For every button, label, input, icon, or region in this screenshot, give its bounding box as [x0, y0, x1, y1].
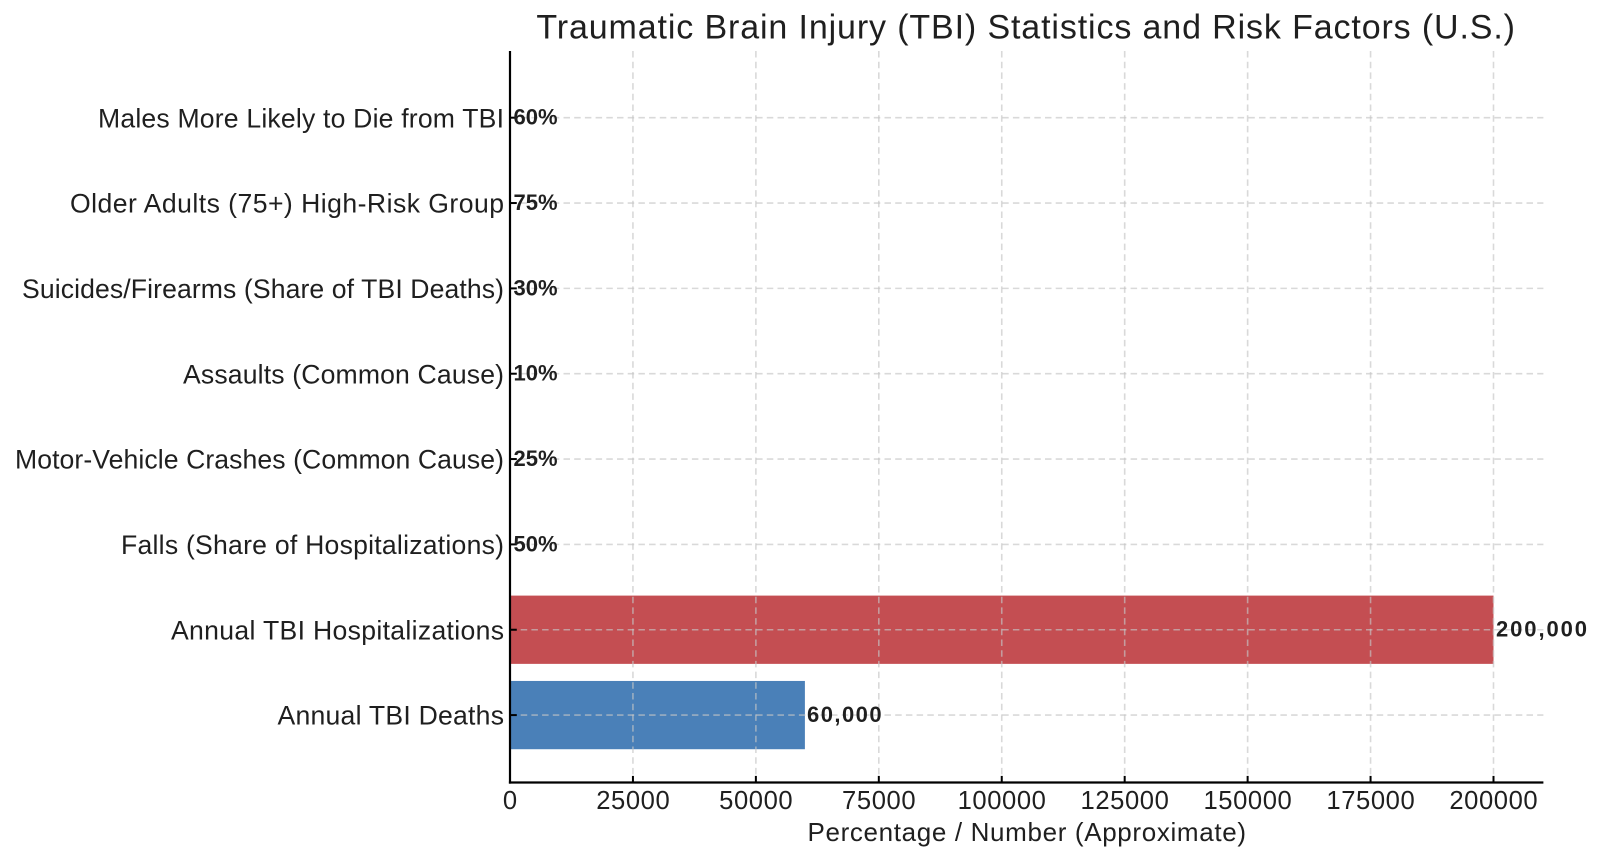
- svg-text:Motor-Vehicle Crashes (Common: Motor-Vehicle Crashes (Common Cause): [15, 445, 504, 475]
- svg-text:60,000: 60,000: [807, 702, 882, 727]
- svg-text:175000: 175000: [1326, 787, 1414, 815]
- svg-text:100000: 100000: [958, 787, 1046, 815]
- svg-text:200,000: 200,000: [1496, 617, 1587, 642]
- svg-text:75%: 75%: [514, 190, 558, 215]
- svg-text:50000: 50000: [719, 787, 793, 815]
- svg-text:Annual TBI Hospitalizations: Annual TBI Hospitalizations: [171, 615, 504, 645]
- svg-text:200000: 200000: [1449, 787, 1537, 815]
- svg-text:150000: 150000: [1203, 787, 1291, 815]
- svg-text:25%: 25%: [514, 446, 558, 471]
- svg-text:Older Adults (75+) High-Risk G: Older Adults (75+) High-Risk Group: [70, 189, 504, 219]
- svg-text:Percentage / Number (Approxima: Percentage / Number (Approximate): [808, 817, 1247, 847]
- svg-text:10%: 10%: [514, 361, 558, 386]
- svg-text:25000: 25000: [596, 787, 670, 815]
- svg-text:Traumatic Brain Injury (TBI) S: Traumatic Brain Injury (TBI) Statistics …: [536, 9, 1515, 47]
- svg-text:Suicides/Firearms (Share of TB: Suicides/Firearms (Share of TBI Deaths): [22, 274, 504, 304]
- svg-text:Males More Likely to Die from: Males More Likely to Die from TBI: [98, 103, 504, 133]
- svg-text:50%: 50%: [514, 531, 558, 556]
- svg-text:60%: 60%: [514, 105, 558, 130]
- svg-text:75000: 75000: [842, 787, 916, 815]
- svg-text:30%: 30%: [514, 275, 558, 300]
- svg-text:Annual TBI Deaths: Annual TBI Deaths: [278, 701, 505, 731]
- svg-text:125000: 125000: [1081, 787, 1169, 815]
- svg-text:Assaults (Common Cause): Assaults (Common Cause): [183, 359, 504, 389]
- svg-text:Falls (Share of Hospitalizatio: Falls (Share of Hospitalizations): [121, 530, 504, 560]
- svg-text:0: 0: [503, 787, 517, 815]
